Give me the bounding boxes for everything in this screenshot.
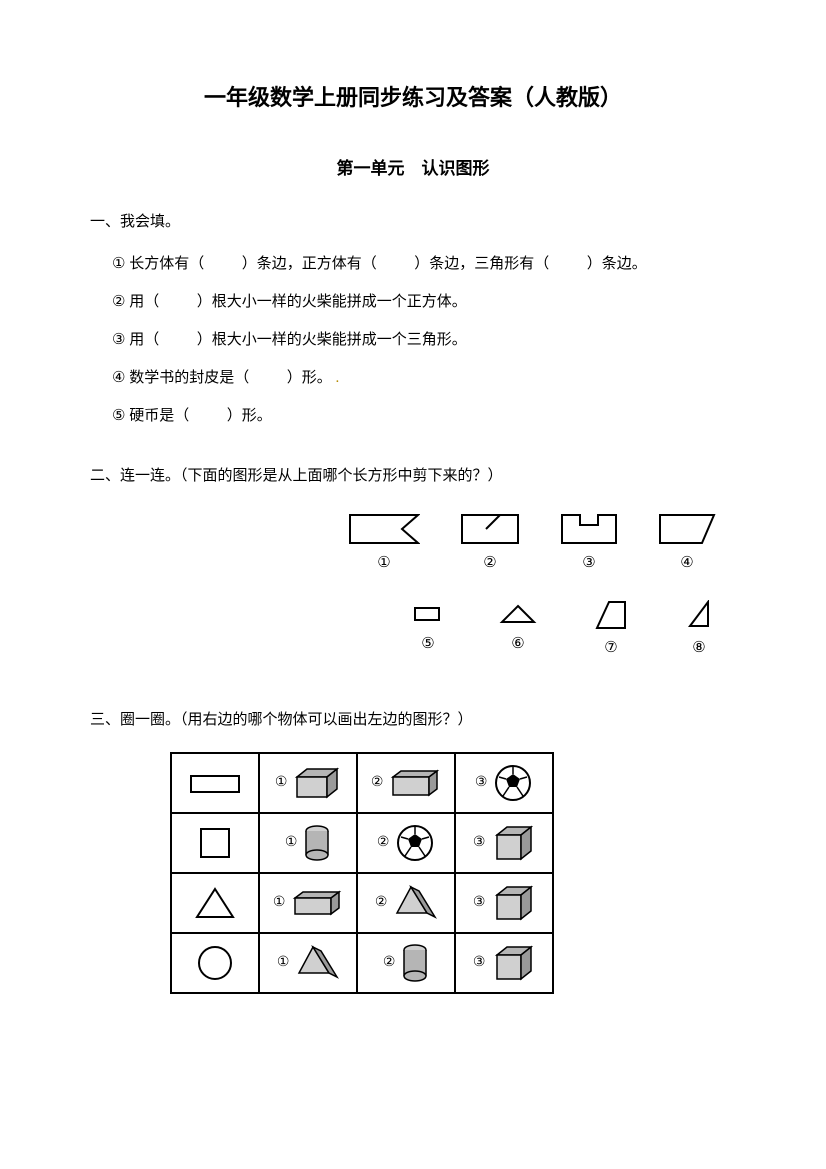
cell-num: ① (273, 895, 286, 910)
cut-quad-icon: ⑦ (593, 600, 629, 660)
shape-label-5: ⑤ (421, 632, 434, 656)
cylinder-icon (303, 824, 331, 862)
q1-blank2 (381, 252, 411, 276)
q2-blank (163, 290, 193, 314)
soccer-ball-icon (493, 763, 533, 803)
q4-text-b: ）形。 (287, 370, 332, 386)
q3-line: ③ 用（ ）根大小一样的火柴能拼成一个三角形。 (112, 328, 736, 352)
cut-triangle-icon: ⑥ (498, 600, 538, 660)
shape-notch-triangle-icon: ① (348, 513, 420, 575)
cell-num: ② (383, 955, 396, 970)
q1-blank1 (208, 252, 238, 276)
q4-line: ④ 数学书的封皮是（ ）形。 . (112, 366, 736, 390)
cell-num: ③ (473, 835, 486, 850)
q3-num: ③ (112, 328, 125, 352)
shape-corner-cut-icon: ② (460, 513, 520, 575)
q5-line: ⑤ 硬币是（ ）形。 (112, 404, 736, 428)
soccer-ball-icon (395, 823, 435, 863)
q1-text-a: 长方体有（ (129, 256, 204, 272)
cell-num: ① (277, 955, 290, 970)
cube-icon (491, 823, 535, 863)
shape-label-1: ① (377, 551, 390, 575)
shape-label-2: ② (483, 551, 496, 575)
q3-blank (163, 328, 193, 352)
section3-heading: 三、圈一圈。（用右边的哪个物体可以画出左边的图形？） (90, 708, 736, 732)
table-row: ① ② ③ (171, 873, 553, 933)
shape-trapezoid-icon: ④ (658, 513, 716, 575)
cuboid-long-icon (291, 888, 343, 918)
shapes-row-bottom: ⑤ ⑥ ⑦ ⑧ (90, 600, 736, 660)
cell-num: ③ (475, 775, 488, 790)
shapes-row-top: ① ② ③ ④ (90, 513, 736, 575)
dot-icon: . (336, 370, 340, 386)
shape-label-4: ④ (680, 551, 693, 575)
shape-notch-rect-icon: ③ (560, 513, 618, 575)
cell-num: ③ (473, 955, 486, 970)
q2-text-a: 用（ (129, 294, 159, 310)
section3-table: ① ② ③ ① ② (170, 752, 736, 994)
cell-num: ① (275, 775, 288, 790)
table-row: ① ② ③ (171, 753, 553, 813)
unit-subtitle: 第一单元 认识图形 (90, 155, 736, 182)
cube-icon (491, 943, 535, 983)
cuboid-flat-icon (293, 765, 341, 801)
shape-label-8: ⑧ (692, 636, 705, 660)
q4-blank (253, 366, 283, 390)
rectangle-icon (187, 772, 243, 796)
cell-num: ③ (473, 895, 486, 910)
square-icon (197, 825, 233, 861)
q4-num: ④ (112, 366, 125, 390)
q5-num: ⑤ (112, 404, 125, 428)
q1-num: ① (112, 252, 125, 276)
shape-label-3: ③ (582, 551, 595, 575)
q4-text-a: 数学书的封皮是（ (129, 370, 249, 386)
shape-label-6: ⑥ (511, 632, 524, 656)
q1-line: ① 长方体有（ ）条边，正方体有（ ）条边，三角形有（ ）条边。 (112, 252, 736, 276)
q5-text-a: 硬币是（ (129, 408, 189, 424)
circle-icon (195, 943, 235, 983)
table-row: ① ② ③ (171, 813, 553, 873)
section1-heading: 一、我会填。 (90, 210, 736, 234)
q1-text-d: ）条边。 (587, 256, 647, 272)
q1-text-c: ）条边，三角形有（ (414, 256, 549, 272)
cell-num: ② (377, 835, 390, 850)
q2-num: ② (112, 290, 125, 314)
q2-line: ② 用（ ）根大小一样的火柴能拼成一个正方体。 (112, 290, 736, 314)
cell-num: ① (285, 835, 298, 850)
q5-blank (193, 404, 223, 428)
section2-heading: 二、连一连。（下面的图形是从上面哪个长方形中剪下来的？） (90, 464, 736, 488)
q1-blank3 (553, 252, 583, 276)
triangle-icon (193, 885, 237, 921)
q2-text-b: ）根大小一样的火柴能拼成一个正方体。 (197, 294, 467, 310)
page-title: 一年级数学上册同步练习及答案（人教版） (90, 80, 736, 115)
q3-text-b: ）根大小一样的火柴能拼成一个三角形。 (197, 332, 467, 348)
prism-icon (393, 883, 437, 923)
q3-text-a: 用（ (129, 332, 159, 348)
shape-label-7: ⑦ (604, 636, 617, 660)
prism-icon (295, 943, 339, 983)
cylinder-icon (401, 943, 429, 983)
q1-text-b: ）条边，正方体有（ (242, 256, 377, 272)
cut-right-triangle-icon: ⑧ (684, 600, 714, 660)
table-row: ① ② ③ (171, 933, 553, 993)
cell-num: ② (375, 895, 388, 910)
cuboid-long-icon (389, 767, 441, 799)
q5-text-b: ）形。 (227, 408, 272, 424)
cube-icon (491, 883, 535, 923)
cut-small-rect-icon: ⑤ (413, 600, 443, 660)
cell-num: ② (371, 775, 384, 790)
